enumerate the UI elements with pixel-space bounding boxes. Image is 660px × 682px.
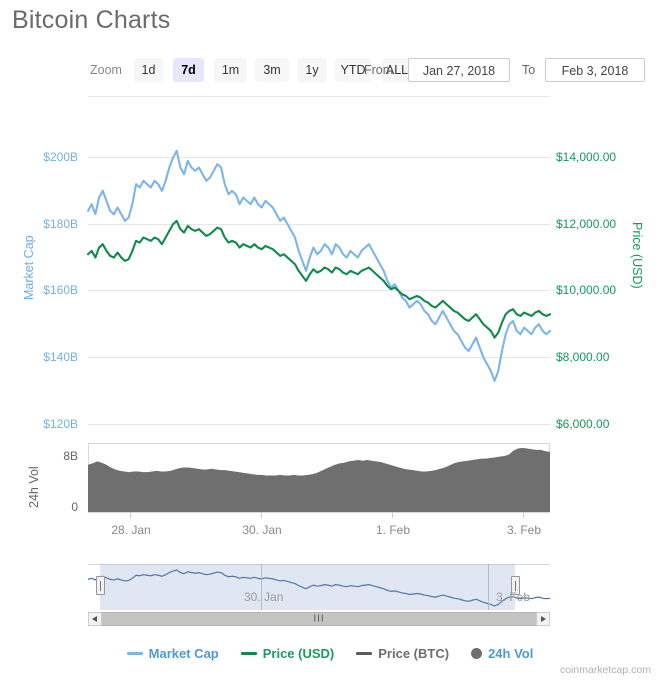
legend-line-icon-market-cap	[126, 651, 143, 655]
from-date-input[interactable]: Jan 27, 2018	[408, 58, 510, 82]
scrollbar-grip: III	[313, 613, 325, 625]
legend-label-24h-vol: 24h Vol	[488, 645, 534, 661]
navigator[interactable]: 30. Jan 3. Feb	[88, 562, 550, 610]
x-tick-1-feb: 1. Feb	[375, 523, 411, 537]
legend-item-price-usd[interactable]: Price (USD)	[240, 645, 335, 661]
chart-legend: Market Cap Price (USD) Price (BTC) 24h V…	[0, 643, 660, 663]
navigator-series-line	[87, 569, 551, 607]
range-separator	[88, 96, 550, 97]
range-button-1m[interactable]: 1m	[214, 58, 247, 82]
navigator-gridlines	[261, 564, 489, 610]
legend-label-price-usd: Price (USD)	[262, 645, 335, 661]
volume-tick-8b: 8B	[63, 449, 78, 463]
range-button-1d[interactable]: 1d	[134, 58, 163, 82]
range-button-all[interactable]: ALL	[382, 58, 412, 82]
volume-tick-0: 0	[71, 500, 78, 514]
range-button-7d[interactable]: 7d	[173, 58, 204, 82]
x-tick-3-feb: 3. Feb	[506, 523, 542, 537]
legend-dot-icon-24h-vol	[471, 647, 483, 659]
market-cap-tick-140b: $140B	[43, 350, 78, 364]
main-gridlines	[88, 157, 550, 425]
series-price-usd-line	[86, 219, 552, 339]
legend-item-24h-vol[interactable]: 24h Vol	[471, 646, 533, 661]
navigator-handle-right[interactable]	[511, 576, 520, 595]
market-cap-axis-title: Market Cap	[22, 235, 36, 300]
range-button-1y[interactable]: 1y	[297, 58, 327, 82]
series-volume-area	[88, 447, 550, 512]
market-cap-tick-160b: $160B	[43, 283, 78, 297]
navigator-scrollbar[interactable]: III	[88, 612, 550, 626]
price-tick-12000: $12,000.00	[556, 217, 617, 231]
navigator-date-left: 30. Jan	[244, 590, 284, 604]
market-cap-tick-200b: $200B	[43, 150, 78, 164]
range-button-3m[interactable]: 3m	[255, 58, 289, 82]
credits-label: coinmarketcap.com	[559, 664, 651, 676]
navigator-handle-left[interactable]	[96, 576, 105, 595]
legend-line-icon-price-usd	[240, 651, 257, 655]
price-axis-title: Price (USD)	[630, 222, 644, 289]
market-cap-tick-120b: $120B	[43, 417, 78, 431]
legend-line-icon-price-btc	[356, 651, 373, 655]
legend-label-market-cap: Market Cap	[148, 645, 219, 661]
to-label: To	[522, 63, 536, 77]
volume-axis-title: 24h Vol	[27, 466, 41, 508]
legend-label-price-btc: Price (BTC)	[378, 645, 450, 661]
to-date-input[interactable]: Feb 3, 2018	[545, 58, 645, 82]
price-tick-10000: $10,000.00	[556, 283, 617, 297]
page-title: Bitcoin Charts	[12, 6, 171, 34]
series-market-cap-line	[86, 149, 552, 382]
range-button-ytd[interactable]: YTD	[335, 58, 371, 82]
price-tick-14000: $14,000.00	[556, 150, 617, 164]
x-tick-28-jan: 28. Jan	[111, 523, 151, 537]
from-label: From	[364, 63, 394, 77]
navigator-selected-range[interactable]	[100, 564, 515, 610]
legend-item-price-btc[interactable]: Price (BTC)	[356, 646, 449, 661]
scrollbar-thumb[interactable]: III	[102, 612, 536, 626]
price-tick-6000: $6,000.00	[556, 417, 610, 431]
price-tick-8000: $8,000.00	[556, 350, 610, 364]
scroll-right-arrow-icon[interactable]	[536, 612, 550, 626]
volume-x-ticks	[130, 512, 524, 518]
range-selector: Zoom 1d 7d 1m 3m 1y YTD ALL From Jan 27,…	[0, 58, 660, 86]
legend-item-market-cap[interactable]: Market Cap	[126, 645, 219, 661]
navigator-date-right: 3. Feb	[496, 590, 531, 604]
scroll-left-arrow-icon[interactable]	[88, 612, 102, 626]
zoom-label: Zoom	[90, 63, 122, 77]
market-cap-tick-180b: $180B	[43, 217, 78, 231]
x-tick-30-jan: 30. Jan	[242, 523, 282, 537]
